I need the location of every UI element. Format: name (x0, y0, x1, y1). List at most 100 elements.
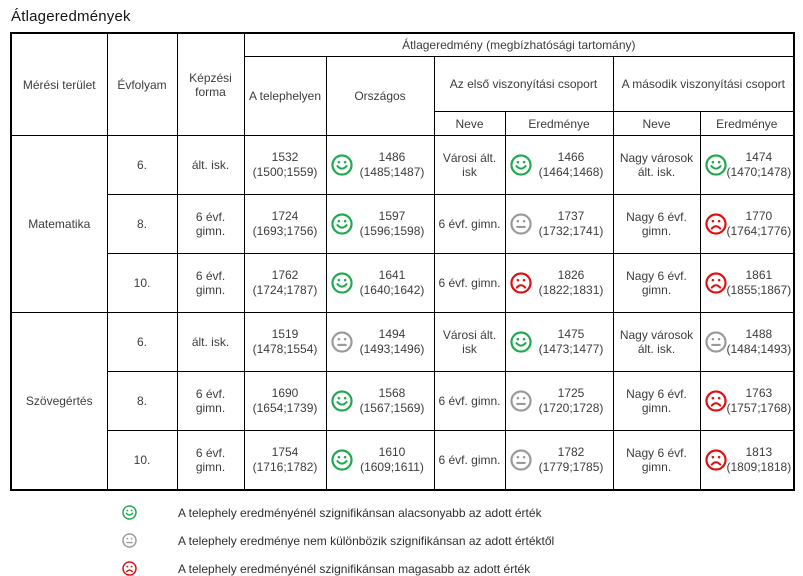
table-row: 10. 6 évf. gimn. 1762 (1724;1787) 1641 (1640;… (11, 253, 795, 313)
result-range: (1764;1776) (726, 224, 792, 238)
result-range: (1732;1741) (538, 224, 604, 238)
legend-text: A telephely eredménye nem különbözik szi… (178, 533, 555, 548)
group2-result-cell: 1763 (1757;1768) (699, 371, 795, 431)
header-average-span: Átlageredmény (megbízhatósági tartomány) (243, 32, 795, 57)
result-range: (1720;1728) (538, 401, 604, 415)
happy-face-icon (330, 390, 353, 412)
result-value: 1474 (745, 150, 773, 164)
national-result-cell: 1486 (1485;1487) (325, 135, 435, 195)
result-range: (1596;1598) (359, 224, 425, 238)
result-range: (1470;1478) (726, 165, 792, 179)
site-result-cell: 1724 (1693;1756) (243, 194, 327, 254)
form-cell: ált. isk. (176, 312, 245, 372)
national-result-cell: 1568 (1567;1569) (325, 371, 435, 431)
group1-result-cell: 1737 (1732;1741) (504, 194, 614, 254)
result-range: (1484;1493) (726, 342, 792, 356)
result-value: 1568 (378, 386, 406, 400)
result-value: 1641 (378, 268, 406, 282)
sad-face-icon (704, 272, 727, 294)
result-value: 1488 (745, 327, 773, 341)
header-group1-result: Eredménye (504, 111, 614, 136)
national-result-cell: 1494 (1493;1496) (325, 312, 435, 372)
result-range: (1724;1787) (252, 283, 318, 297)
happy-face-icon (330, 272, 353, 294)
happy-face-icon (509, 331, 532, 353)
grade-cell: 8. (106, 194, 178, 254)
group1-result-cell: 1782 (1779;1785) (504, 430, 614, 491)
header-group2-name: Neve (612, 111, 701, 136)
grade-cell: 8. (106, 371, 178, 431)
legend-text: A telephely eredményénél szignifikánsan … (178, 505, 542, 520)
result-value: 1725 (557, 386, 585, 400)
table-row: 8. 6 évf. gimn. 1724 (1693;1756) 1597 (1596;1… (11, 194, 795, 254)
table-header: Mérési terület Évfolyam Képzési forma Át… (10, 32, 795, 136)
grade-cell: 10. (106, 430, 178, 491)
result-range: (1464;1468) (538, 165, 604, 179)
result-range: (1855;1867) (726, 283, 792, 297)
form-cell: ált. isk. (176, 135, 245, 195)
site-result-cell: 1690 (1654;1739) (243, 371, 327, 431)
result-range: (1809;1818) (726, 460, 792, 474)
sad-face-icon (704, 449, 727, 471)
header-form: Képzési forma (176, 32, 245, 136)
legend: A telephely eredményénél szignifikánsan … (122, 505, 793, 576)
area-cell: Matematika (10, 135, 108, 313)
neutral-face-icon (704, 331, 727, 353)
national-result-cell: 1597 (1596;1598) (325, 194, 435, 254)
table-row: Matematika 6. ált. isk. 1532 (1500;1559) 1486… (10, 135, 795, 313)
result-range: (1485;1487) (359, 165, 425, 179)
legend-item: A telephely eredménye nem különbözik szi… (122, 533, 793, 548)
result-range: (1779;1785) (538, 460, 604, 474)
result-range: (1757;1768) (726, 401, 792, 415)
group2-name-cell: Nagy 6 évf. gimn. (612, 253, 701, 313)
group2-result-cell: 1488 (1484;1493) (699, 312, 795, 372)
form-cell: 6 évf. gimn. (176, 253, 245, 313)
result-range: (1500;1559) (252, 165, 318, 179)
group1-name-cell: 6 évf. gimn. (433, 194, 506, 254)
grade-cell: 10. (106, 253, 178, 313)
group2-name-cell: Nagy 6 évf. gimn. (612, 430, 701, 491)
legend-item: A telephely eredményénél szignifikánsan … (122, 505, 793, 520)
result-range: (1716;1782) (252, 460, 318, 474)
page-title: Átlageredmények (11, 8, 131, 25)
site-result-cell: 1762 (1724;1787) (243, 253, 327, 313)
result-value: 1475 (557, 327, 585, 341)
result-value: 1519 (271, 327, 299, 341)
group2-name-cell: Nagy városok ált. isk. (612, 135, 701, 195)
result-value: 1690 (271, 386, 299, 400)
happy-face-icon (704, 154, 727, 176)
group1-name-cell: 6 évf. gimn. (433, 430, 506, 491)
neutral-face-icon (122, 533, 137, 548)
form-cell: 6 évf. gimn. (176, 194, 245, 254)
happy-face-icon (330, 449, 353, 471)
result-range: (1493;1496) (359, 342, 425, 356)
group2-result-cell: 1861 (1855;1867) (699, 253, 795, 313)
result-range: (1693;1756) (252, 224, 318, 238)
legend-text: A telephely eredményénél szignifikánsan … (178, 561, 531, 576)
result-range: (1478;1554) (252, 342, 318, 356)
form-cell: 6 évf. gimn. (176, 430, 245, 491)
site-result-cell: 1519 (1478;1554) (243, 312, 327, 372)
group1-result-cell: 1725 (1720;1728) (504, 371, 614, 431)
group2-name-cell: Nagy 6 évf. gimn. (612, 371, 701, 431)
header-group1: Az első viszonyítási csoport (433, 56, 614, 112)
group1-result-cell: 1826 (1822;1831) (504, 253, 614, 313)
neutral-face-icon (509, 213, 532, 235)
group2-result-cell: 1813 (1809;1818) (699, 430, 795, 491)
sad-face-icon (704, 213, 727, 235)
header-group2: A második viszonyítási csoport (612, 56, 795, 112)
group1-name-cell: Városi ált. isk (433, 135, 506, 195)
result-value: 1494 (378, 327, 406, 341)
neutral-face-icon (330, 331, 353, 353)
result-value: 1486 (378, 150, 406, 164)
result-value: 1770 (745, 209, 773, 223)
results-table: Mérési terület Évfolyam Képzési forma Át… (10, 32, 796, 491)
form-cell: 6 évf. gimn. (176, 371, 245, 431)
header-group2-result: Eredménye (699, 111, 795, 136)
table-row: Szövegértés 6. ált. isk. 1519 (1478;1554) 149… (10, 312, 795, 491)
result-value: 1597 (378, 209, 406, 223)
group2-result-cell: 1770 (1764;1776) (699, 194, 795, 254)
result-value: 1762 (271, 268, 299, 282)
result-value: 1466 (557, 150, 585, 164)
